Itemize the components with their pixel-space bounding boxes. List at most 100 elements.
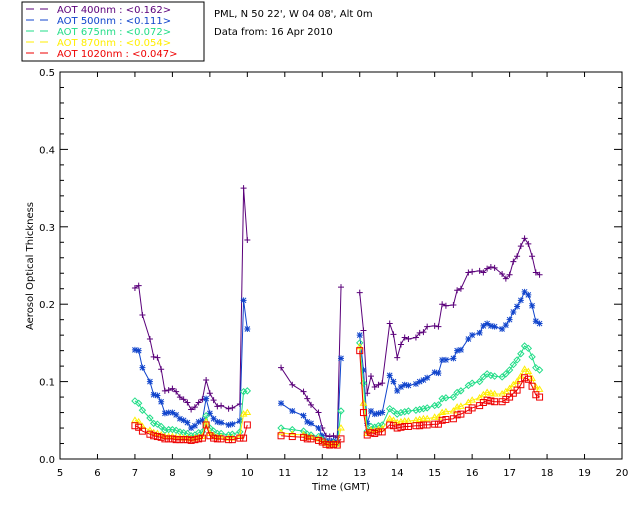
data-point-square [176, 436, 184, 444]
data-point-square [135, 423, 143, 431]
data-point-star [203, 395, 210, 402]
data-point-plus [169, 385, 176, 392]
data-point-plus [390, 331, 397, 338]
data-point-plus [210, 397, 217, 404]
x-tick-label: 5 [57, 468, 63, 479]
data-point-diamond [404, 407, 413, 415]
data-point-triangle [333, 440, 342, 447]
data-point-star [218, 419, 225, 426]
data-point-triangle [329, 439, 338, 447]
data-point-star [195, 418, 202, 425]
data-point-diamond [449, 393, 458, 401]
data-point-star [229, 421, 236, 428]
x-tick-label: 15 [428, 468, 441, 479]
data-point-diamond [442, 394, 450, 402]
data-point-plus [180, 396, 187, 403]
data-point-diamond [490, 372, 499, 380]
data-point-plus [244, 236, 251, 243]
data-point-square [434, 420, 442, 428]
data-point-triangle [337, 424, 345, 431]
data-point-star [465, 336, 472, 343]
data-point-plus [476, 267, 483, 274]
data-point-star [405, 382, 412, 389]
data-point-star [379, 409, 386, 416]
data-point-square [228, 436, 236, 444]
x-tick-label: 8 [169, 468, 175, 479]
data-point-square [367, 429, 375, 437]
data-point-star [225, 421, 232, 428]
data-point-star [371, 411, 378, 418]
data-point-plus [439, 301, 446, 308]
data-point-plus [139, 312, 146, 319]
data-point-square [195, 435, 203, 443]
data-point-triangle [355, 342, 364, 350]
data-point-star [150, 391, 157, 398]
data-point-square [172, 436, 180, 444]
data-point-plus [338, 284, 344, 291]
legend-entry: AOT 870nm : <0.054> [57, 38, 171, 49]
data-point-triangle [516, 372, 525, 379]
data-point-square [187, 436, 195, 444]
plot-frame [59, 71, 623, 460]
data-point-square [468, 404, 476, 412]
data-point-plus [442, 302, 449, 309]
data-point-square [498, 398, 506, 406]
data-point-star [364, 420, 371, 427]
data-point-star [469, 332, 476, 339]
station-label: PML, N 50 22', W 04 08', Alt 0m [214, 9, 373, 20]
data-point-diamond [146, 414, 154, 422]
data-point-star [240, 297, 247, 304]
data-point-plus [465, 269, 472, 276]
data-point-square [243, 421, 251, 429]
data-point-square [138, 427, 146, 435]
x-tick-label: 10 [241, 468, 254, 479]
data-point-square [202, 421, 210, 429]
data-point-star [401, 381, 408, 388]
data-point-triangle [475, 393, 484, 401]
data-point-square [389, 422, 397, 430]
data-point-star [199, 417, 206, 424]
data-point-diamond [502, 370, 510, 378]
x-tick-label: 9 [207, 468, 213, 479]
data-point-plus [506, 271, 513, 278]
data-point-square [386, 421, 394, 429]
date-label: Data from: 16 Apr 2010 [214, 27, 333, 38]
data-point-plus [240, 185, 247, 192]
data-point-square [397, 423, 405, 431]
y-axis-label: Aerosol Optical Thickness [25, 202, 36, 330]
data-point-plus [435, 323, 442, 330]
data-point-star [424, 374, 431, 381]
data-point-star [188, 425, 195, 432]
data-point-diamond [314, 432, 323, 441]
data-point-diamond [288, 425, 297, 434]
series-line [359, 237, 540, 394]
data-point-diamond [513, 356, 521, 364]
data-point-diamond [524, 344, 533, 353]
data-point-square [168, 435, 176, 443]
data-point-star [394, 387, 401, 394]
data-point-star [304, 418, 311, 425]
y-tick-label: 0.3 [39, 223, 55, 234]
data-point-triangle [318, 437, 327, 444]
y-tick-label: 0.1 [39, 378, 55, 389]
data-point-triangle [531, 383, 540, 390]
y-tick-label: 0.0 [39, 455, 55, 466]
data-point-star [300, 412, 307, 419]
data-point-square [513, 386, 521, 394]
data-point-plus [150, 353, 157, 360]
data-point-triangle [228, 434, 237, 441]
data-point-star [491, 323, 498, 330]
y-tick-label: 0.5 [39, 68, 55, 79]
data-point-star [360, 366, 367, 373]
data-point-square [521, 374, 529, 382]
data-point-star [146, 378, 153, 385]
data-point-diamond [243, 387, 252, 395]
data-point-plus [308, 401, 315, 408]
data-point-square [131, 422, 139, 430]
x-tick-label: 14 [391, 468, 404, 479]
data-point-plus [300, 388, 307, 395]
data-point-diamond [239, 387, 248, 396]
data-point-star [356, 332, 363, 339]
data-point-diamond [138, 406, 147, 414]
data-point-star [154, 392, 161, 399]
